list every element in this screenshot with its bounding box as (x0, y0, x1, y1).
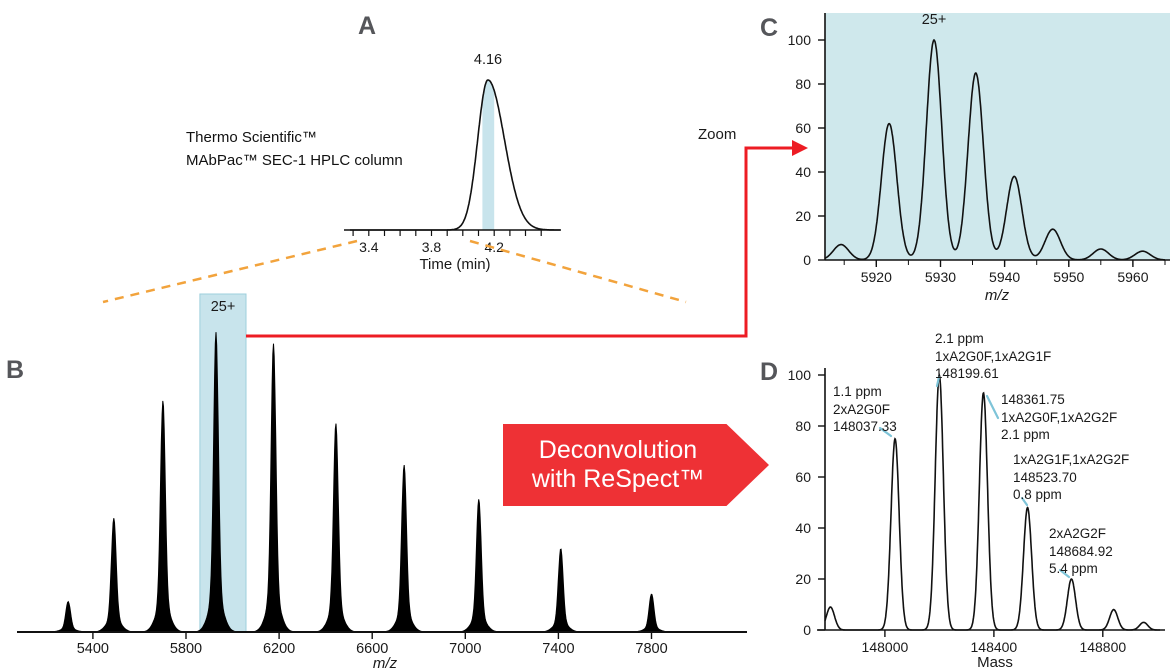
panel-c-zoom-plot: 0 20 40 60 80 100 5920 5930 5940 5950 5960 (788, 13, 1170, 285)
panel-label-c: C (760, 14, 779, 42)
charge-state-label-c: 25+ (921, 12, 947, 28)
tick-label: 0 (803, 252, 811, 268)
tick-label: 148400 (971, 639, 1018, 655)
tick-label: 20 (795, 571, 811, 587)
peak-annotation-2xA2G0F: 1.1 ppm 2xA2G0F 148037.33 (833, 383, 897, 436)
annotation-callout-line (1058, 568, 1071, 579)
tick-label: 40 (795, 520, 811, 536)
tick-label: 0 (803, 622, 811, 638)
annotation-line: 2xA2G2F (1049, 526, 1107, 541)
column-annotation-line1: Thermo Scientific™ (186, 129, 317, 146)
tick-label: 5920 (861, 269, 892, 285)
annotation-callout-line (878, 426, 893, 438)
panel-a-x-axis-label: Time (min) (419, 256, 491, 273)
panel-c-x-axis-label: m/z (984, 287, 1010, 304)
annotation-line: 2.1 ppm (1001, 427, 1050, 443)
panel-b-x-axis-label: m/z (372, 655, 398, 672)
annotation-line: 148684.92 (1049, 543, 1113, 559)
tick-label: 7000 (449, 641, 481, 657)
tick-label: 60 (795, 120, 811, 136)
panel-d-x-axis-label: Mass (977, 654, 1013, 671)
retention-time-label: 4.16 (473, 52, 503, 68)
panel-d-deconvolution-plot: 0 20 40 60 80 100 148000 148400 148800 (788, 367, 1165, 655)
peak-annotation-1xA2G0F-1xA2G2F: 148361.75 1xA2G0F,1xA2G2F 2.1 ppm (1001, 391, 1117, 444)
annotation-line: 1xA2G0F,1xA2G2F (1001, 409, 1118, 425)
column-annotation: Thermo Scientific™ MAbPac™ SEC-1 HPLC co… (186, 127, 403, 172)
panel-label-a: A (358, 12, 377, 40)
tick-label: 3.4 (359, 239, 379, 255)
deconvolution-arrow-banner: Deconvolution with ReSpect™ (503, 424, 769, 506)
annotation-callout-line (935, 375, 941, 388)
panel-a-highlight-band (482, 80, 495, 230)
annotation-line: 1xA2G0F,1xA2G1F (935, 348, 1052, 364)
tick-label: 5400 (77, 641, 109, 657)
panel-b-spectrum-plot: 5400 5800 6200 6600 7000 7400 7800 (17, 293, 747, 657)
annotation-line: 148361.75 (1001, 392, 1065, 407)
panel-label-b: B (6, 356, 25, 384)
peak-annotation-2xA2G2F: 2xA2G2F 148684.92 5.4 ppm (1049, 525, 1113, 578)
tick-label: 80 (795, 76, 811, 92)
tick-label: 148000 (862, 639, 909, 655)
zoom-arrow-label: Zoom (698, 126, 737, 143)
panel-b-highlight-band (199, 293, 247, 633)
tick-label: 60 (795, 469, 811, 485)
annotation-line: 148037.33 (833, 419, 897, 435)
deconvolution-label-line1: Deconvolution (538, 435, 698, 464)
annotation-callout-line (985, 394, 1000, 420)
deconvolution-label-line2: with ReSpect™ (531, 465, 705, 493)
panel-c-background (825, 13, 1170, 260)
tick-label: 5950 (1053, 269, 1084, 285)
zoom-spectrum-trace (824, 39, 1165, 261)
deconvolution-banner-text: Deconvolution with ReSpect™ (532, 436, 740, 495)
charge-state-label-b: 25+ (210, 299, 236, 315)
tick-label: 7400 (542, 641, 574, 657)
tick-label: 40 (795, 164, 811, 180)
peak-annotation-1xA2G1F-1xA2G2F: 1xA2G1F,1xA2G2F 148523.70 0.8 ppm (1013, 451, 1129, 504)
peak-annotation-1xA2G0F-1xA2G1F: 2.1 ppm 1xA2G0F,1xA2G1F 148199.61 (935, 330, 1051, 383)
annotation-line: 5.4 ppm (1049, 561, 1098, 577)
annotation-callout-line (1020, 496, 1029, 507)
tick-label: 148800 (1079, 639, 1126, 655)
tick-label: 100 (788, 32, 812, 48)
annotation-line: 2.1 ppm (935, 331, 984, 346)
annotation-line: 148199.61 (935, 366, 999, 382)
tick-label: 7800 (635, 641, 667, 657)
tick-label: 6600 (356, 641, 388, 657)
tick-label: 5960 (1117, 269, 1148, 285)
column-annotation-line2: MAbPac™ SEC-1 HPLC column (186, 151, 403, 169)
tick-label: 3.8 (422, 239, 442, 255)
tick-label: 5930 (925, 269, 956, 285)
tick-label: 100 (788, 367, 812, 383)
tick-label: 20 (795, 208, 811, 224)
panel-label-d: D (760, 358, 779, 386)
annotation-line: 1.1 ppm (833, 384, 882, 399)
tick-label: 5940 (989, 269, 1020, 285)
annotation-line: 0.8 ppm (1013, 487, 1062, 503)
tick-label: 6200 (263, 641, 295, 657)
annotation-line: 148523.70 (1013, 469, 1077, 485)
tick-label: 4.2 (484, 239, 504, 255)
annotation-line: 1xA2G1F,1xA2G2F (1013, 452, 1130, 467)
tick-label: 80 (795, 418, 811, 434)
annotation-line: 2xA2G0F (833, 401, 891, 417)
tick-label: 5800 (170, 641, 202, 657)
